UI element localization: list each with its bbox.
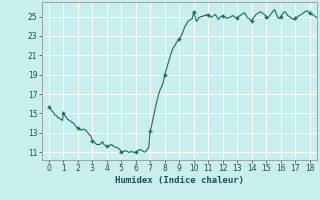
X-axis label: Humidex (Indice chaleur): Humidex (Indice chaleur) <box>115 176 244 185</box>
